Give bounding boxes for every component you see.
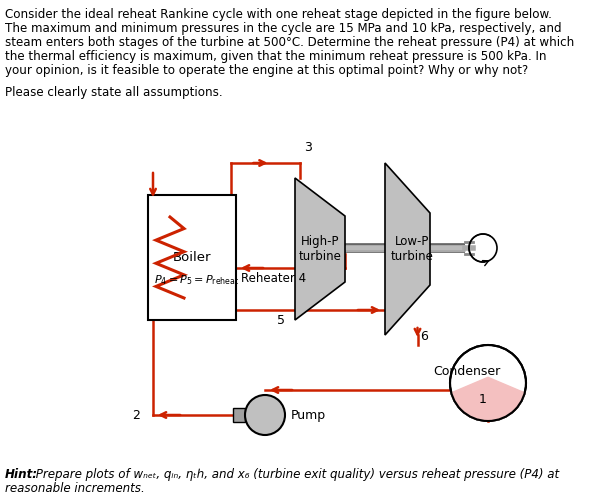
Text: 6: 6 [420,330,428,343]
Bar [233,408,245,422]
Text: your opinion, is it feasible to operate the engine at this optimal point? Why or: your opinion, is it feasible to operate … [5,64,528,77]
Text: reasonable increments.: reasonable increments. [5,482,145,495]
Polygon shape [451,377,525,421]
Text: Pump: Pump [291,408,326,421]
Text: $P_4 = P_5 = P_\mathrm{reheat}$: $P_4 = P_5 = P_\mathrm{reheat}$ [154,273,240,287]
Bar [148,195,236,320]
Text: Please clearly state all assumptions.: Please clearly state all assumptions. [5,86,223,99]
Text: Reheater 4: Reheater 4 [241,272,306,285]
Text: Hint:: Hint: [5,468,38,481]
Text: Low-P
turbine: Low-P turbine [391,235,434,263]
Text: Prepare plots of wₙₑₜ, qᵢₙ, ηₜℎ, and x₆ (turbine exit quality) versus reheat pre: Prepare plots of wₙₑₜ, qᵢₙ, ηₜℎ, and x₆ … [32,468,559,481]
Text: 5: 5 [277,314,285,327]
Text: 3: 3 [304,141,312,154]
Text: steam enters both stages of the turbine at 500°C. Determine the reheat pressure : steam enters both stages of the turbine … [5,36,574,49]
Polygon shape [295,178,345,320]
Text: Boiler: Boiler [173,251,211,264]
Text: The maximum and minimum pressures in the cycle are 15 MPa and 10 kPa, respective: The maximum and minimum pressures in the… [5,22,562,35]
Circle shape [245,395,285,435]
Text: the thermal efficiency is maximum, given that the minimum reheat pressure is 500: the thermal efficiency is maximum, given… [5,50,547,63]
Polygon shape [385,163,430,335]
Circle shape [450,345,526,421]
Text: 1: 1 [479,393,487,406]
Text: High-P
turbine: High-P turbine [298,235,342,263]
Text: Condenser: Condenser [433,365,500,377]
Text: Consider the ideal reheat Rankine cycle with one reheat stage depicted in the fi: Consider the ideal reheat Rankine cycle … [5,8,552,21]
Text: 2: 2 [132,408,140,421]
